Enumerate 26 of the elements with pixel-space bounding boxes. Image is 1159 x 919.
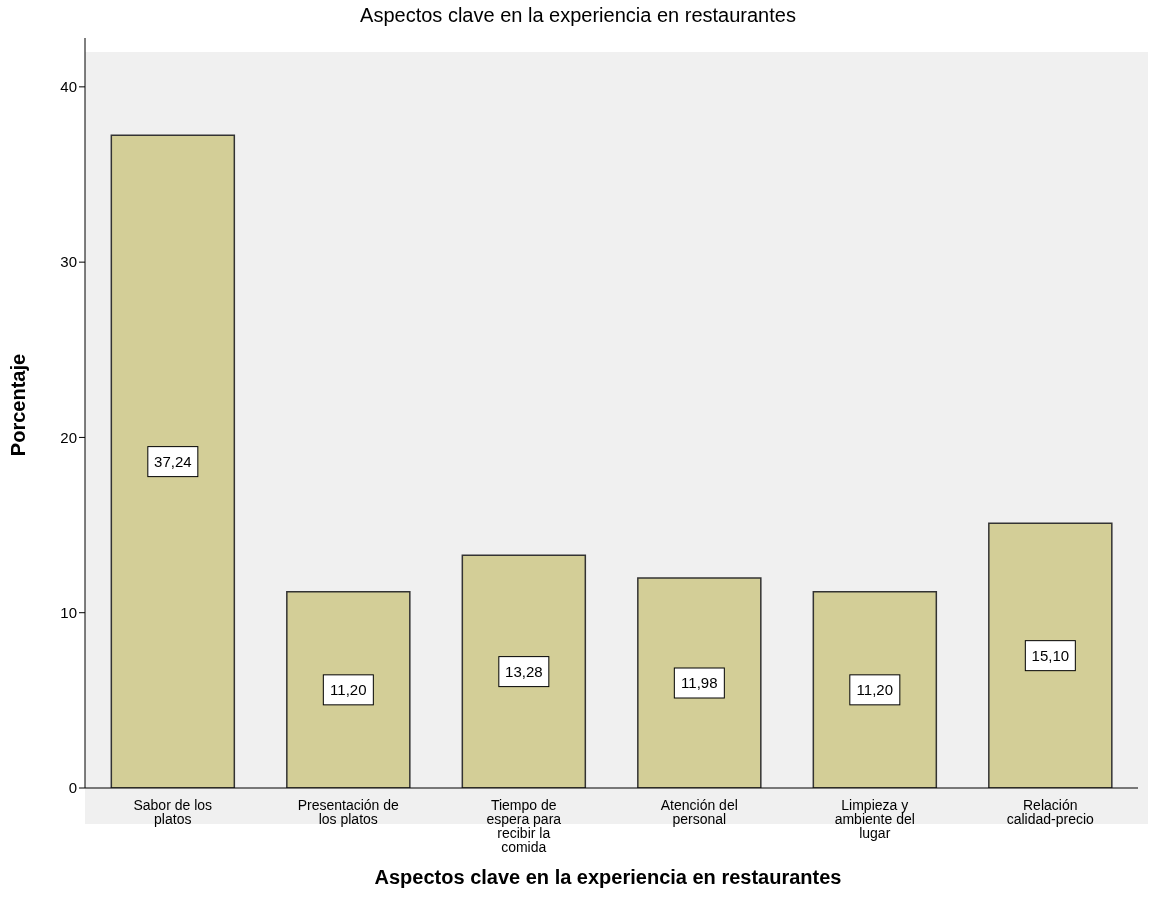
x-tick-label: Sabor de los platos bbox=[133, 797, 213, 827]
bar bbox=[812, 590, 938, 788]
bar bbox=[286, 590, 411, 788]
x-tick-label: Limpieza y ambiente del lugar bbox=[834, 797, 915, 841]
bar bbox=[637, 577, 762, 788]
y-tick-label: 40 bbox=[60, 78, 77, 96]
bar bbox=[461, 554, 587, 788]
y-axis-title: Porcentaje bbox=[7, 353, 30, 457]
bar bbox=[988, 522, 1113, 788]
bar bbox=[110, 134, 236, 788]
data-label: 11,20 bbox=[856, 680, 894, 698]
y-tick-label: 20 bbox=[60, 428, 77, 446]
x-tick-label: Tiempo de espera para recibir la comida bbox=[486, 797, 562, 855]
x-tick-label: Presentación de los platos bbox=[297, 797, 400, 827]
y-tick-label: 30 bbox=[60, 253, 77, 271]
data-label: 37,24 bbox=[154, 452, 192, 470]
x-tick-label: Atención del personal bbox=[660, 797, 738, 827]
chart-title: Aspectos clave en la experiencia en restaurantes bbox=[359, 4, 797, 27]
data-label: 13,28 bbox=[505, 662, 543, 680]
data-label: 11,98 bbox=[681, 674, 718, 691]
y-tick-label: 10 bbox=[60, 604, 77, 622]
data-label: 15,10 bbox=[1031, 646, 1070, 664]
x-axis-title: Aspectos clave en la experiencia en restaurantes bbox=[373, 866, 843, 889]
x-tick-label: Relación calidad-precio bbox=[1006, 797, 1095, 827]
data-label: 11,20 bbox=[330, 680, 367, 698]
y-tick-label: 0 bbox=[68, 779, 77, 797]
